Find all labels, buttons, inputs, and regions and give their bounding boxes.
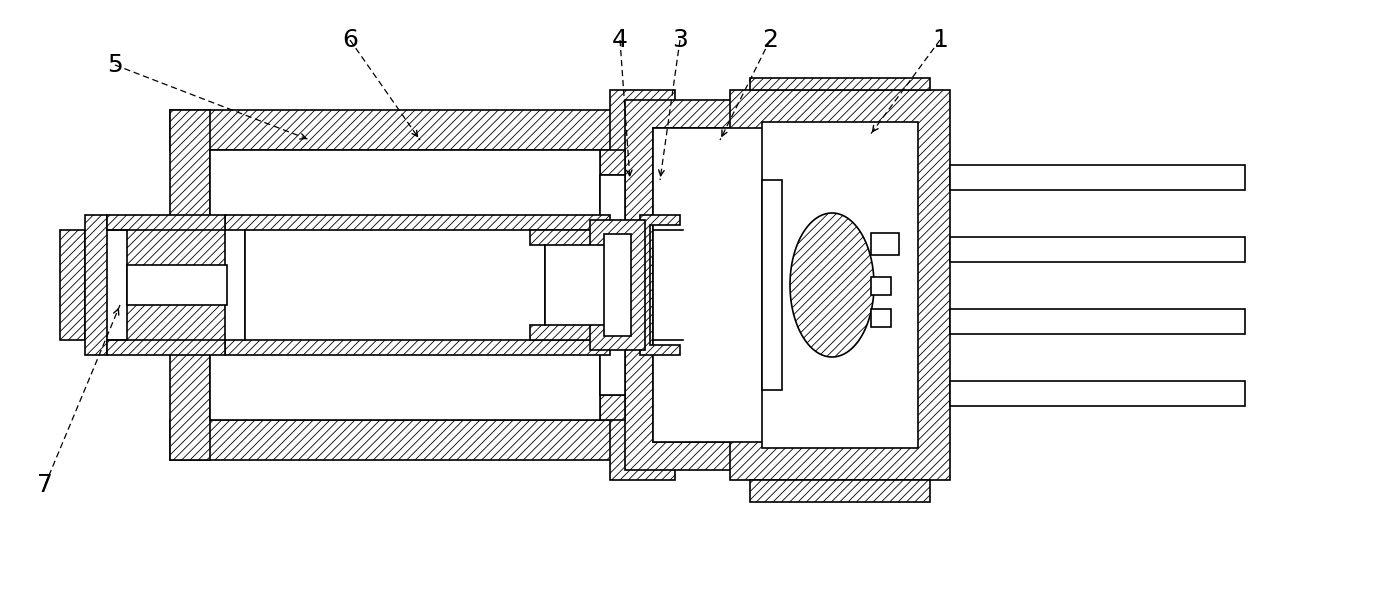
Bar — [949, 380, 1245, 406]
Bar — [949, 236, 1245, 261]
Bar — [600, 150, 625, 175]
Text: 5: 5 — [108, 53, 123, 77]
Bar — [245, 230, 609, 340]
Bar — [871, 233, 900, 255]
Text: 1: 1 — [931, 28, 948, 52]
Bar — [170, 110, 625, 150]
Polygon shape — [625, 100, 770, 470]
Bar — [545, 245, 609, 325]
Text: 4: 4 — [612, 28, 627, 52]
Polygon shape — [225, 215, 609, 355]
Text: 2: 2 — [761, 28, 778, 52]
Bar — [750, 480, 930, 502]
Bar — [170, 110, 210, 460]
Bar — [871, 277, 891, 295]
Bar — [871, 309, 891, 327]
Polygon shape — [531, 230, 609, 340]
Bar — [654, 128, 770, 442]
Bar — [86, 215, 106, 355]
Bar — [949, 164, 1245, 189]
Bar — [590, 220, 645, 350]
Bar — [604, 234, 632, 336]
Bar — [210, 150, 600, 420]
Polygon shape — [106, 215, 225, 355]
Bar — [127, 265, 227, 305]
Bar — [170, 420, 625, 460]
Bar — [761, 122, 918, 448]
Text: 6: 6 — [341, 28, 358, 52]
Bar — [59, 230, 86, 340]
Bar — [949, 308, 1245, 334]
Bar — [761, 180, 782, 390]
Bar — [730, 90, 949, 480]
Polygon shape — [640, 215, 680, 355]
Text: 3: 3 — [672, 28, 688, 52]
Bar — [600, 175, 625, 395]
Bar — [600, 395, 625, 420]
Polygon shape — [791, 213, 873, 357]
Bar — [750, 78, 930, 90]
Polygon shape — [609, 90, 674, 480]
Text: 7: 7 — [37, 473, 53, 497]
